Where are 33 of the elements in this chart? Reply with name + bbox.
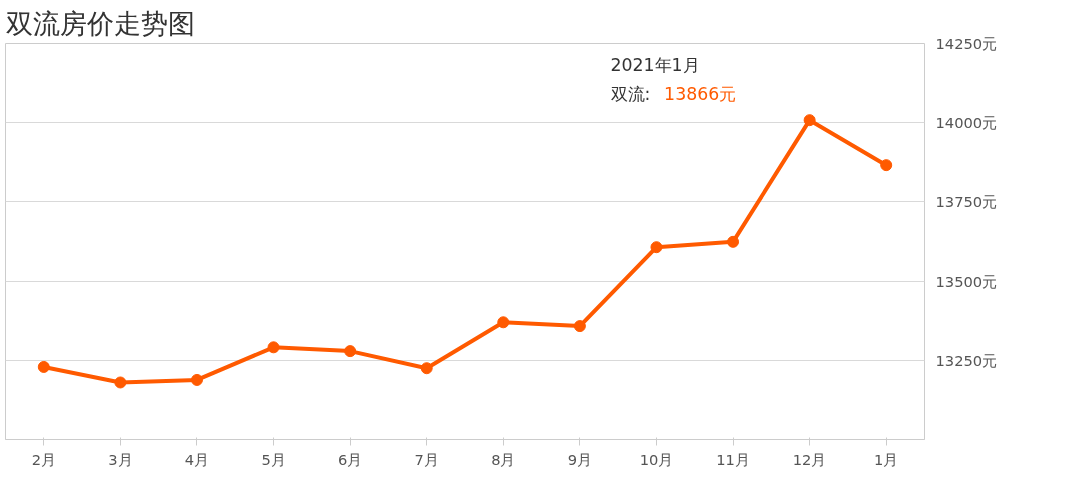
x-tick-label: 6月 bbox=[337, 450, 363, 468]
y-tick-label: 13250元 bbox=[935, 351, 998, 369]
x-tick-label: 7月 bbox=[414, 450, 439, 468]
point bbox=[497, 316, 510, 329]
point bbox=[420, 362, 433, 375]
x-tick-label: 12月 bbox=[792, 450, 827, 468]
y-tick-label: 14250元 bbox=[935, 35, 998, 52]
point bbox=[190, 373, 203, 386]
x-tick-label: 2月 bbox=[31, 450, 56, 468]
point bbox=[803, 114, 816, 127]
x-tick-label: 9月 bbox=[567, 450, 593, 468]
point bbox=[880, 159, 893, 172]
y-tick-label: 14000元 bbox=[935, 114, 998, 132]
point bbox=[114, 376, 127, 389]
x-tick-label: 8月 bbox=[491, 450, 516, 468]
point bbox=[37, 360, 50, 373]
x-tick-label: 11月 bbox=[716, 450, 750, 468]
point bbox=[344, 345, 357, 358]
x-tick-label: 4月 bbox=[184, 450, 210, 468]
y-tick-label: 13750元 bbox=[935, 193, 998, 211]
point bbox=[267, 341, 280, 354]
x-tick-label: 3月 bbox=[108, 450, 133, 468]
chart-title: 双流房价走势图 bbox=[5, 7, 195, 39]
x-tick-label: 5月 bbox=[261, 450, 286, 468]
annotation: 13866元 bbox=[664, 83, 737, 104]
annotation: 2021年1月 bbox=[610, 55, 700, 76]
y-tick-label: 13500元 bbox=[935, 272, 998, 290]
annotation: 双流: bbox=[610, 83, 651, 104]
point bbox=[727, 235, 740, 248]
x-tick-label: 10月 bbox=[639, 450, 674, 468]
point bbox=[573, 320, 586, 333]
point bbox=[650, 241, 663, 254]
x-tick-label: 1月 bbox=[874, 450, 899, 468]
